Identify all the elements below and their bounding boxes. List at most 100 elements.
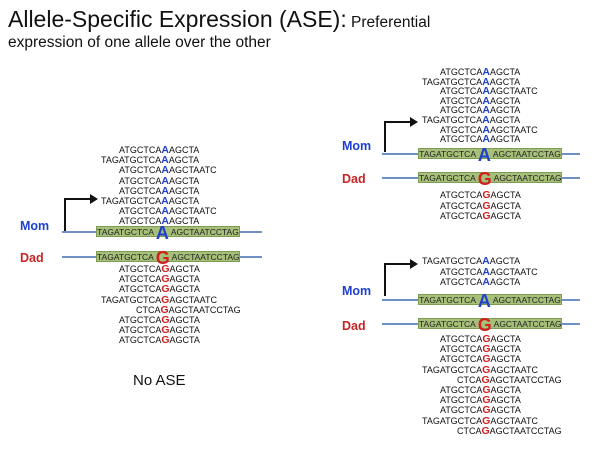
gene-seq-post: AGCTAATCCTAG bbox=[493, 319, 562, 329]
read-seq-pre: ATGCTCA bbox=[119, 165, 162, 176]
variant-a: A bbox=[161, 154, 169, 167]
read-seq-pre: ATGCTCA bbox=[440, 277, 483, 287]
variant-g: G bbox=[481, 424, 490, 437]
variant-a: A bbox=[161, 205, 169, 218]
read-seq-pre: ATGCTCA bbox=[119, 145, 162, 155]
variant-a: A bbox=[482, 75, 490, 88]
read-seq-pre: ATGCTCA bbox=[119, 315, 162, 325]
mom-label: Mom bbox=[342, 139, 372, 153]
variant-a: A bbox=[161, 174, 169, 187]
read-seq-post: AGCTA bbox=[169, 315, 200, 325]
dad-read: ATGCTCAGAGCTA bbox=[119, 264, 200, 275]
no-ase-caption: No ASE bbox=[133, 372, 186, 389]
read-seq-pre: ATGCTCA bbox=[440, 95, 483, 106]
read-seq-pre: TAGATGCTCA bbox=[101, 294, 162, 305]
read-seq-pre: ATGCTCA bbox=[440, 334, 483, 344]
dad-read: CTCAGAGCTAATCCTAG bbox=[136, 303, 241, 316]
read-seq-post: AGCTA bbox=[490, 211, 521, 221]
read-seq-post: AGCTA bbox=[489, 277, 521, 287]
dad-read: ATGCTCAGAGCTA bbox=[440, 190, 521, 201]
read-seq-pre: TAGATGCTCA bbox=[422, 415, 483, 426]
variant-g: G bbox=[482, 384, 491, 396]
read-seq-post: AGCTA bbox=[169, 335, 200, 346]
read-seq-pre: ATGCTCA bbox=[119, 335, 162, 346]
variant-a: A bbox=[161, 184, 169, 197]
read-seq-pre: ATGCTCA bbox=[440, 354, 483, 365]
variant-g: G bbox=[161, 293, 170, 306]
mom-read: TAGATGCTCAAAGCTA bbox=[422, 75, 520, 88]
dad-read: CTCAGAGCTAATCCTAG bbox=[457, 373, 562, 386]
mom-read: TAGATGCTCAAAGCTA bbox=[101, 196, 199, 207]
variant-a: A bbox=[482, 104, 490, 117]
mom-read: ATGCTCAAAGCTAATC bbox=[119, 165, 217, 176]
read-seq-post: AGCTAATC bbox=[168, 206, 217, 217]
read-seq-pre: ATGCTCA bbox=[440, 395, 483, 406]
gene-seq-pre: TAGATGCTCA bbox=[419, 173, 476, 183]
mom-read: ATGCTCAAAGCTA bbox=[119, 184, 199, 197]
title-line2: expression of one allele over the other bbox=[8, 34, 271, 51]
read-seq-post: AGCTA bbox=[169, 284, 200, 295]
dad-read: ATGCTCAGAGCTA bbox=[119, 284, 200, 295]
read-seq-post: AGCTA bbox=[489, 67, 521, 77]
dad-read: ATGCTCAGAGCTA bbox=[119, 325, 200, 336]
dad-read: ATGCTCAGAGCTA bbox=[119, 315, 200, 326]
read-seq-pre: ATGCTCA bbox=[440, 190, 483, 200]
variant-g: G bbox=[482, 363, 491, 376]
mom-allele: A bbox=[477, 291, 491, 311]
read-seq-pre: ATGCTCA bbox=[119, 175, 162, 186]
variant-a: A bbox=[482, 276, 490, 288]
read-seq-post: AGCTA bbox=[489, 256, 521, 266]
read-seq-post: AGCTA bbox=[489, 115, 521, 125]
variant-a: A bbox=[482, 123, 490, 136]
read-seq-pre: ATGCTCA bbox=[119, 274, 162, 285]
gene-seq-post: AGCTAATCCTAG bbox=[493, 173, 562, 183]
read-seq-pre: ATGCTCA bbox=[440, 211, 483, 221]
transcription-arrow-icon bbox=[384, 259, 418, 296]
gene-seq-post: AGCTAATCCTAG bbox=[170, 227, 239, 237]
read-seq-post: AGCTAATC bbox=[169, 294, 218, 305]
mom-read: ATGCTCAAAGCTAATC bbox=[119, 206, 217, 217]
variant-a: A bbox=[161, 164, 169, 177]
mom-label: Mom bbox=[20, 219, 50, 233]
mom-read: ATGCTCAAAGCTA bbox=[119, 216, 199, 227]
dad-gene: TAGATGCTCA G AGCTAATCCTAG bbox=[418, 316, 562, 334]
variant-g: G bbox=[481, 373, 490, 386]
mom-allele: A bbox=[155, 223, 169, 243]
read-seq-pre: CTCA bbox=[136, 304, 161, 315]
variant-g: G bbox=[161, 314, 170, 326]
read-seq-post: AGCTA bbox=[490, 334, 521, 344]
mom-read: ATGCTCAAAGCTA bbox=[440, 277, 520, 288]
read-seq-post: AGCTAATCCTAG bbox=[168, 304, 241, 315]
dad-read: TAGATGCTCAGAGCTAATC bbox=[422, 415, 538, 427]
mom-read: ATGCTCAAAGCTAATC bbox=[440, 266, 538, 278]
variant-a: A bbox=[482, 255, 490, 267]
mom-read: ATGCTCAAAGCTA bbox=[119, 145, 199, 156]
read-seq-pre: ATGCTCA bbox=[440, 385, 483, 395]
mom-gene: TAGATGCTCA A AGCTAATCCTAG bbox=[418, 292, 562, 310]
read-seq-pre: ATGCTCA bbox=[119, 264, 162, 274]
read-seq-pre: ATGCTCA bbox=[440, 105, 483, 116]
variant-g: G bbox=[161, 263, 170, 275]
variant-g: G bbox=[482, 210, 491, 222]
read-seq-post: AGCTA bbox=[169, 264, 200, 274]
variant-a: A bbox=[482, 94, 490, 107]
read-seq-post: AGCTA bbox=[168, 216, 200, 227]
dad-read: ATGCTCAGAGCTA bbox=[440, 385, 521, 396]
variant-g: G bbox=[161, 324, 170, 337]
read-seq-post: AGCTA bbox=[490, 385, 521, 395]
mom-read: ATGCTCAAAGCTAATC bbox=[440, 123, 538, 136]
dad-allele: G bbox=[477, 169, 492, 189]
read-seq-pre: ATGCTCA bbox=[119, 284, 162, 295]
dad-read: ATGCTCAGAGCTA bbox=[440, 354, 521, 365]
gene-seq-pre: TAGATGCTCA bbox=[97, 252, 154, 262]
read-seq-post: AGCTA bbox=[169, 325, 200, 336]
read-seq-pre: ATGCTCA bbox=[440, 200, 483, 211]
read-seq-post: AGCTA bbox=[490, 395, 521, 406]
variant-g: G bbox=[160, 303, 169, 316]
dad-read: ATGCTCAGAGCTA bbox=[440, 344, 521, 355]
gene-seq-pre: TAGATGCTCA bbox=[97, 227, 154, 237]
variant-g: G bbox=[161, 273, 170, 286]
read-seq-pre: ATGCTCA bbox=[119, 206, 162, 217]
read-seq-post: AGCTA bbox=[490, 405, 521, 416]
